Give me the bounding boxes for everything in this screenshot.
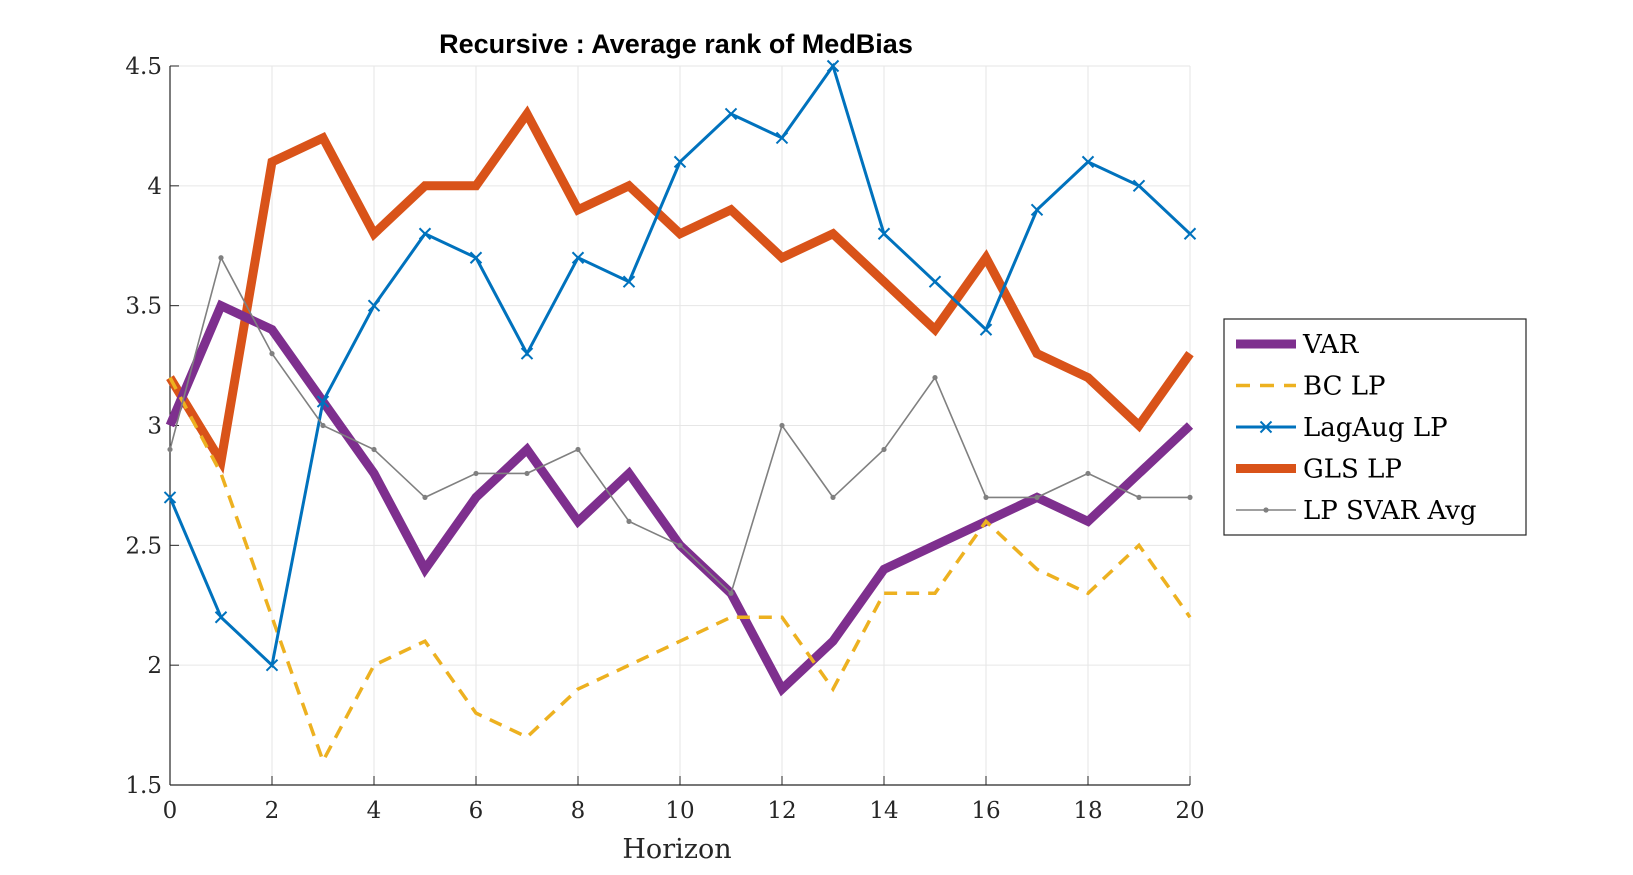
data-point-marker [979, 323, 993, 336]
data-point-marker [473, 470, 479, 477]
x-tick-label: 0 [163, 798, 178, 824]
series-lines [163, 59, 1197, 766]
data-point-marker [371, 446, 377, 453]
x-tick-label: 6 [469, 798, 484, 824]
data-point-marker [167, 446, 173, 453]
x-tick-label: 20 [1175, 798, 1204, 824]
data-point-marker [622, 275, 636, 288]
y-tick-label: 3 [147, 414, 162, 440]
data-point-marker [524, 470, 530, 477]
legend: VAR BC LP LagAug LP GLS LP LP SVAR Avg [1223, 318, 1527, 536]
data-point-marker [269, 351, 275, 357]
y-tick-label: 2 [147, 653, 162, 679]
y-tick-label: 3.5 [125, 294, 162, 320]
x-tick-label: 12 [767, 798, 796, 824]
data-point-marker [932, 374, 938, 381]
data-point-marker [1187, 494, 1193, 500]
x-tick-label: 8 [571, 798, 586, 824]
x-tick-label: 10 [665, 798, 694, 824]
legend-marker [1259, 420, 1273, 434]
data-point-marker [830, 494, 836, 500]
data-point-marker [728, 590, 734, 596]
data-point-marker [779, 422, 785, 429]
data-point-marker [163, 491, 177, 504]
data-point-marker [673, 155, 687, 169]
x-tick-label: 4 [367, 798, 382, 824]
data-point-marker [775, 131, 789, 145]
data-point-marker [877, 227, 891, 240]
tick-labels: 0 2 4 6 8 10 12 14 16 18 20 1.5 2 2.5 3 3.5 4 4.5 [125, 54, 1204, 824]
y-tick-label: 2.5 [125, 533, 162, 559]
data-point-marker [422, 494, 428, 500]
y-tick-label: 1.5 [125, 773, 162, 799]
chart-title: Recursive : Average rank of MedBias [439, 29, 913, 59]
data-point-marker [983, 494, 989, 500]
data-point-marker [575, 446, 581, 453]
x-tick-label: 14 [869, 798, 898, 824]
data-point-marker [214, 611, 228, 624]
data-point-marker [520, 347, 534, 360]
series-line-gls-lp [166, 105, 1194, 475]
data-point-marker [1136, 494, 1142, 500]
x-tick-label: 2 [265, 798, 280, 824]
data-point-marker [1034, 494, 1040, 500]
legend-marker [1263, 507, 1269, 513]
data-point-marker [1030, 203, 1044, 217]
y-tick-label: 4.5 [125, 54, 162, 80]
legend-label: GLS LP [1303, 455, 1402, 485]
data-point-marker [626, 518, 632, 524]
data-point-marker [218, 255, 224, 261]
data-point-marker [1132, 179, 1146, 193]
data-point-marker [367, 299, 381, 312]
x-axis-label: Horizon [622, 834, 731, 865]
legend-label: LagAug LP [1303, 413, 1448, 443]
data-point-marker [1081, 155, 1095, 169]
data-point-marker [724, 107, 738, 121]
data-point-marker [571, 251, 585, 264]
x-tick-label: 16 [971, 798, 1000, 824]
data-point-marker [826, 59, 840, 73]
legend-label: LP SVAR Avg [1303, 496, 1477, 526]
data-point-marker [320, 422, 326, 429]
legend-label: BC LP [1303, 372, 1386, 402]
series-line-bc-lp [168, 376, 1192, 766]
data-point-marker [928, 275, 942, 288]
data-point-marker [881, 446, 887, 453]
x-tick-label: 18 [1073, 798, 1102, 824]
data-point-marker [265, 658, 279, 672]
data-point-marker [1085, 470, 1091, 477]
data-point-marker [316, 395, 330, 408]
data-point-marker [1183, 227, 1197, 240]
data-point-marker [418, 227, 432, 240]
data-point-marker [677, 542, 683, 548]
data-point-marker [469, 251, 483, 264]
y-tick-label: 4 [147, 174, 162, 200]
legend-label: VAR [1302, 330, 1360, 360]
